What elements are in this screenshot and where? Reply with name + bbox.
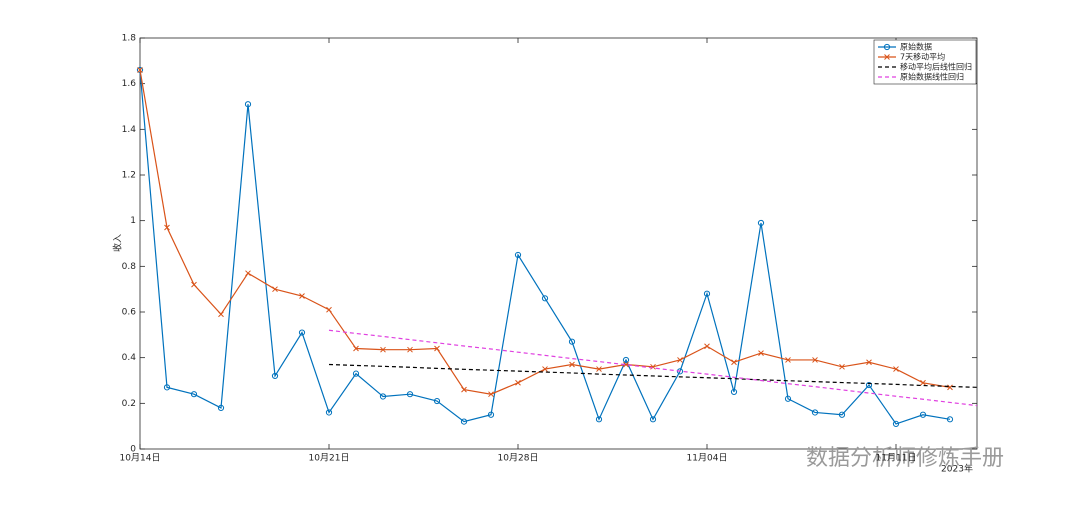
point xyxy=(622,356,630,364)
point xyxy=(703,290,711,297)
point xyxy=(542,366,548,372)
point xyxy=(731,359,737,366)
point xyxy=(785,357,791,363)
point xyxy=(164,224,170,231)
point xyxy=(434,345,440,352)
point xyxy=(515,379,521,386)
point xyxy=(353,345,359,352)
point xyxy=(892,420,900,427)
point xyxy=(569,361,575,368)
plot-frame xyxy=(139,37,978,450)
legend-label: 移动平均后线性回归 xyxy=(900,62,972,72)
series-line xyxy=(139,69,951,425)
legend-marker xyxy=(883,43,891,51)
point xyxy=(299,293,305,299)
point xyxy=(218,311,224,318)
point xyxy=(244,101,252,108)
y-tick-label: 1 xyxy=(130,216,136,226)
point xyxy=(488,391,494,398)
x-tick-label: 10月14日 xyxy=(120,453,161,464)
point xyxy=(272,286,278,293)
point xyxy=(839,363,845,370)
point xyxy=(812,357,818,363)
series-line xyxy=(328,363,978,388)
point xyxy=(650,363,656,370)
point xyxy=(704,343,710,350)
point xyxy=(865,381,873,389)
point xyxy=(541,295,549,302)
point xyxy=(352,370,360,377)
point xyxy=(326,306,332,313)
point xyxy=(271,372,279,380)
point xyxy=(433,397,441,405)
point xyxy=(649,416,657,423)
point xyxy=(838,411,846,418)
point xyxy=(325,409,333,416)
x-tick-label: 11月04日 xyxy=(687,453,728,464)
point xyxy=(461,386,467,393)
point xyxy=(380,346,386,353)
legend-marker xyxy=(884,54,890,60)
point xyxy=(595,416,603,423)
y-tick-label: 1.8 xyxy=(122,34,137,44)
point xyxy=(920,379,926,386)
y-tick-label: 0.6 xyxy=(122,308,137,318)
point xyxy=(784,395,792,402)
point xyxy=(245,270,251,277)
y-axis-label: 收入 xyxy=(112,234,124,252)
point xyxy=(190,391,198,398)
point xyxy=(623,361,629,368)
point xyxy=(298,329,306,336)
point xyxy=(460,418,468,425)
point xyxy=(866,359,872,366)
legend-label: 7天移动平均 xyxy=(900,52,945,62)
point xyxy=(596,366,602,372)
x-tick-label: 10月21日 xyxy=(309,453,350,464)
y-tick-label: 0 xyxy=(130,445,136,455)
y-tick-label: 0.4 xyxy=(122,353,137,363)
point xyxy=(568,338,576,345)
point xyxy=(407,346,413,353)
watermark: 数据分析师修炼手册 xyxy=(806,446,1004,471)
point xyxy=(946,416,954,423)
point xyxy=(758,350,764,356)
y-tick-label: 1.4 xyxy=(122,125,137,135)
point xyxy=(379,393,387,400)
legend-label: 原始数据 xyxy=(900,42,932,52)
point xyxy=(730,388,738,396)
point xyxy=(811,409,819,416)
y-tick-label: 1.2 xyxy=(122,171,136,181)
point xyxy=(514,251,522,259)
y-tick-label: 1.6 xyxy=(122,79,137,89)
y-tick-label: 0.8 xyxy=(122,262,137,272)
point xyxy=(677,357,683,363)
series-line xyxy=(328,329,978,407)
point xyxy=(406,391,414,398)
point xyxy=(757,219,765,227)
point xyxy=(893,366,899,372)
point xyxy=(137,67,143,73)
point xyxy=(487,411,495,418)
point xyxy=(947,384,953,391)
point xyxy=(191,281,197,288)
x-year-label: 2023年 xyxy=(941,463,973,475)
x-tick-label: 10月28日 xyxy=(498,453,539,464)
point xyxy=(163,384,171,391)
legend-label: 原始数据线性回归 xyxy=(900,72,964,82)
point xyxy=(217,404,225,411)
point xyxy=(919,411,927,418)
x-tick-label: 11月11日 xyxy=(876,453,917,464)
y-tick-label: 0.2 xyxy=(122,399,136,409)
